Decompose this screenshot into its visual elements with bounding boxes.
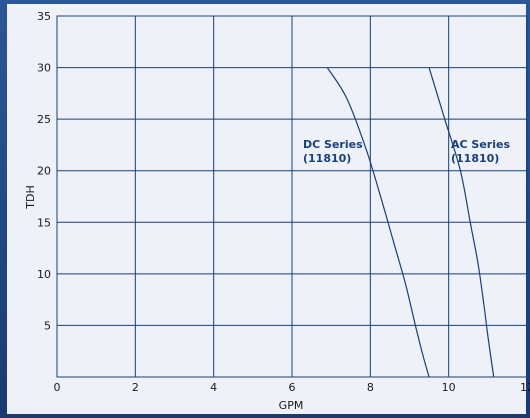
dc-series-label-line: DC Series (303, 138, 363, 151)
x-tick-label: 2 (132, 381, 139, 394)
chart-panel (7, 4, 526, 414)
y-tick-label: 30 (37, 62, 51, 75)
y-tick-label: 5 (44, 319, 51, 332)
y-tick-label: 20 (37, 165, 51, 178)
x-axis-label: GPM (279, 399, 304, 412)
y-axis-label: TDH (24, 185, 37, 209)
y-tick-label: 10 (37, 268, 51, 281)
series-curves (326, 67, 495, 378)
ac-series-curve (428, 67, 495, 378)
x-tick-label: 12 (520, 381, 530, 394)
ac-series-label-line: (11810) (451, 152, 499, 165)
dc-series-label-line: (11810) (303, 152, 351, 165)
x-tick-label: 6 (289, 381, 296, 394)
series-labels: DC Series(11810)AC Series(11810) (303, 138, 510, 165)
tick-labels: 0 2 4 6 8 10 12 5 10 15 20 25 30 35 (37, 10, 530, 394)
y-tick-label: 25 (37, 113, 51, 126)
x-tick-label: 10 (442, 381, 456, 394)
grid-lines (56, 15, 528, 378)
ac-series-label-line: AC Series (451, 138, 510, 151)
y-tick-label: 15 (37, 216, 51, 229)
x-tick-label: 0 (54, 381, 61, 394)
x-tick-label: 8 (367, 381, 374, 394)
x-tick-label: 4 (210, 381, 217, 394)
dc-series-curve (326, 67, 430, 378)
y-tick-label: 35 (37, 10, 51, 23)
